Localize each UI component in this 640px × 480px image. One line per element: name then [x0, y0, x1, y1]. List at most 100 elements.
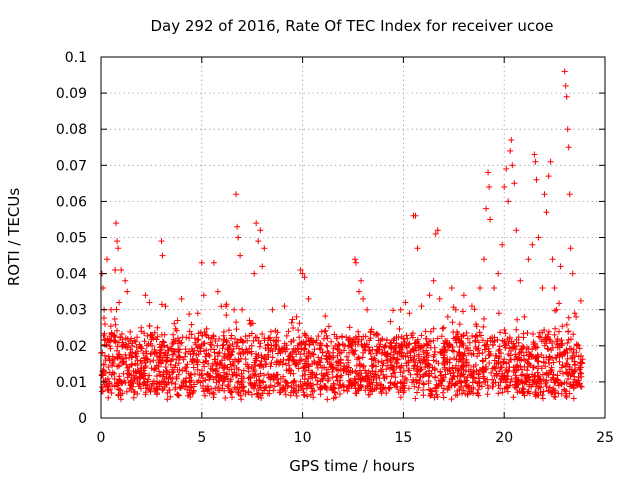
data-point — [460, 292, 467, 299]
data-point — [535, 234, 542, 241]
data-point — [434, 227, 441, 234]
x-tick-label: 5 — [197, 430, 206, 446]
y-tick-label: 0.03 — [56, 303, 87, 319]
data-point — [293, 313, 300, 320]
data-point — [162, 303, 169, 310]
data-point — [360, 295, 367, 302]
data-point — [508, 137, 515, 143]
baseline-noise — [98, 297, 586, 403]
data-point — [233, 191, 240, 198]
data-point — [543, 209, 550, 216]
data-point — [430, 277, 437, 284]
data-point — [517, 277, 524, 284]
y-tick-label: 0.05 — [56, 231, 87, 247]
data-point — [507, 147, 514, 154]
y-axis-label: ROTI / TECUs — [5, 188, 23, 286]
data-point — [464, 335, 471, 342]
data-point — [269, 306, 276, 313]
y-tick-label: 0.01 — [56, 375, 87, 391]
x-tick-label: 10 — [294, 430, 312, 446]
data-point — [571, 310, 578, 317]
y-tick-label: 0.1 — [65, 50, 87, 66]
data-point — [486, 184, 493, 190]
data-point — [356, 288, 362, 295]
data-point — [564, 126, 571, 133]
data-point — [567, 245, 574, 252]
data-point — [102, 321, 108, 328]
data-point — [456, 321, 463, 328]
y-tick-label: 0 — [78, 411, 87, 427]
data-point — [521, 313, 528, 320]
data-point — [557, 263, 564, 270]
data-point — [231, 306, 238, 313]
data-point — [301, 274, 308, 281]
data-point — [281, 303, 288, 310]
data-point — [124, 288, 131, 295]
data-point — [485, 169, 492, 176]
data-point — [422, 328, 429, 335]
x-tick-label: 0 — [97, 430, 106, 446]
data-point — [531, 151, 538, 158]
y-tick-label: 0.08 — [56, 122, 87, 138]
y-tick-label: 0.07 — [56, 158, 87, 174]
x-tick-label: 20 — [495, 430, 513, 446]
data-point — [142, 292, 149, 299]
chart-title: Day 292 of 2016, Rate Of TEC Index for r… — [151, 17, 554, 35]
data-point — [104, 256, 110, 263]
data-point — [444, 313, 451, 320]
data-point — [561, 68, 568, 75]
x-tick-label: 25 — [596, 430, 614, 446]
data-point — [418, 303, 425, 310]
data-point — [569, 270, 576, 277]
data-point — [477, 285, 483, 291]
data-point — [257, 227, 264, 234]
data-point — [566, 191, 573, 198]
data-point — [481, 256, 487, 263]
data-point — [513, 227, 520, 234]
data-point — [114, 238, 121, 245]
data-point — [305, 295, 312, 302]
data-point — [116, 299, 123, 306]
data-point — [562, 82, 569, 89]
data-point — [261, 245, 268, 252]
data-point — [509, 162, 516, 169]
data-point — [501, 184, 508, 190]
data-point — [352, 256, 358, 263]
data-point — [483, 205, 490, 212]
data-point — [364, 306, 371, 313]
data-point — [468, 303, 475, 310]
data-point — [487, 216, 494, 223]
data-point — [154, 324, 161, 331]
y-tick-label: 0.02 — [56, 339, 87, 355]
data-point — [253, 220, 260, 227]
data-point — [505, 198, 512, 205]
data-point — [491, 285, 498, 291]
data-point — [174, 317, 181, 324]
data-point — [436, 295, 443, 302]
data-point — [146, 299, 153, 306]
data-point — [412, 212, 419, 219]
data-point — [547, 158, 554, 165]
data-point — [285, 328, 292, 335]
data-point — [234, 223, 241, 230]
data-point — [539, 285, 546, 291]
data-point — [563, 93, 570, 100]
data-point — [235, 234, 242, 241]
data-point — [511, 180, 518, 187]
data-point — [426, 292, 433, 299]
data-point — [158, 238, 165, 245]
data-point — [214, 288, 221, 295]
y-tick-label: 0.04 — [56, 267, 87, 283]
y-tick-label: 0.06 — [56, 194, 87, 210]
data-point — [529, 241, 536, 248]
data-point — [115, 245, 122, 252]
data-point — [358, 277, 365, 284]
data-point — [297, 267, 304, 273]
data-point — [499, 241, 506, 248]
data-point — [251, 270, 258, 277]
data-point — [533, 176, 540, 183]
data-point — [448, 285, 455, 291]
x-axis-label: GPS time / hours — [289, 457, 415, 475]
data-point — [414, 245, 421, 252]
